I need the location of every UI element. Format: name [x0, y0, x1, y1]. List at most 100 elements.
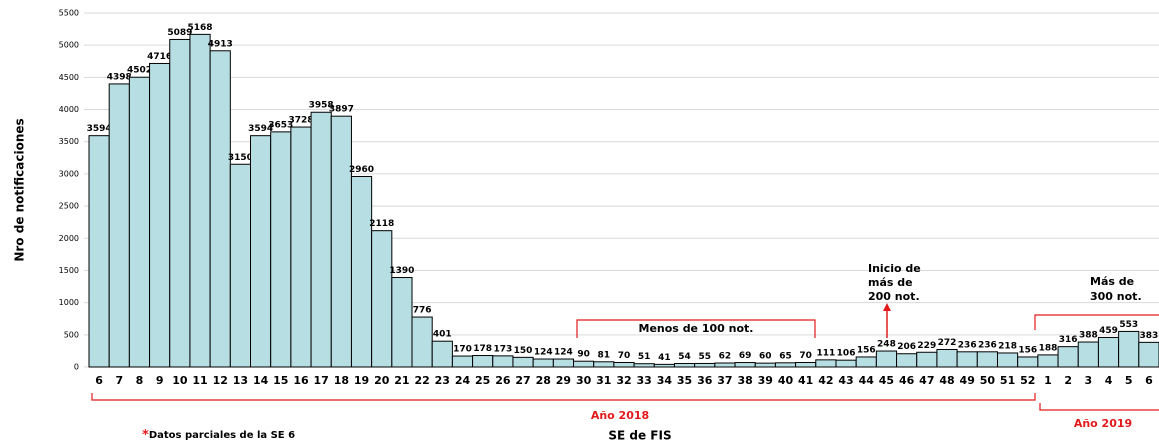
data-label: 401 [433, 330, 452, 340]
y-tick-label: 4500 [59, 73, 79, 82]
data-label: 229 [917, 341, 936, 351]
x-tick-label: 36 [697, 374, 713, 387]
x-tick-label: 4 [1105, 374, 1113, 387]
x-tick-label: 50 [980, 374, 996, 387]
x-tick-label: 12 [213, 374, 228, 387]
year-label: Año 2019 [1074, 417, 1132, 430]
bar [976, 351, 998, 368]
bar [673, 363, 696, 368]
data-label: 206 [897, 342, 916, 352]
bar [472, 355, 494, 368]
annotation: 200 not. [868, 290, 920, 303]
data-label: 70 [799, 351, 812, 361]
x-tick-label: 24 [455, 374, 471, 387]
bracket [1034, 314, 1159, 330]
footnote-marker: * [142, 428, 149, 443]
x-tick-label: 45 [879, 374, 894, 387]
bar [330, 115, 352, 368]
data-label: 459 [1099, 326, 1118, 336]
x-tick-label: 27 [515, 374, 530, 387]
footnote-text: Datos parciales de la SE 6 [149, 430, 295, 441]
bar [1097, 336, 1120, 368]
bar [835, 359, 857, 368]
x-tick-label: 22 [414, 374, 429, 387]
x-tick-label: 6 [1145, 374, 1153, 387]
data-label: 124 [534, 348, 553, 358]
data-label: 51 [638, 352, 651, 362]
data-label: 81 [598, 350, 611, 360]
bar [189, 33, 211, 368]
x-axis-label: SE de FIS [608, 429, 671, 443]
bar [552, 358, 575, 368]
x-tick-label: 1 [1044, 374, 1052, 387]
annotation: Más de [1090, 275, 1134, 288]
x-tick-label: 46 [899, 374, 915, 387]
x-tick-label: 38 [737, 374, 752, 387]
x-tick-label: 29 [556, 374, 571, 387]
data-label: 55 [698, 352, 711, 362]
bar [270, 131, 292, 368]
data-label: 178 [473, 344, 492, 354]
data-label: 3594 [248, 124, 273, 134]
x-tick-label: 15 [273, 374, 288, 387]
x-tick-label: 10 [172, 374, 188, 387]
data-label: 5089 [167, 28, 192, 38]
x-tick-label: 28 [536, 374, 551, 387]
x-tick-label: 37 [717, 374, 732, 387]
bar [492, 355, 514, 368]
arrow-head [883, 303, 891, 311]
bar [250, 135, 272, 368]
x-tick-label: 52 [1020, 374, 1035, 387]
x-tick-label: 16 [293, 374, 309, 387]
data-label: 4502 [127, 66, 152, 76]
y-tick-label: 5500 [59, 9, 79, 18]
bar [391, 277, 413, 368]
data-label: 3150 [228, 153, 253, 163]
annotation: Menos de 100 not. [639, 322, 754, 335]
bar [653, 363, 675, 368]
x-tick-label: 19 [354, 374, 369, 387]
bar [956, 351, 978, 368]
bracket [91, 393, 1036, 401]
data-label: 776 [413, 306, 432, 316]
data-label: 4913 [208, 39, 233, 49]
x-tick-label: 3 [1085, 374, 1093, 387]
y-tick-label: 1500 [59, 266, 79, 275]
x-tick-label: 43 [838, 374, 853, 387]
bar [108, 83, 130, 368]
x-tick-label: 31 [596, 374, 611, 387]
bar [916, 351, 938, 368]
bar [169, 38, 191, 368]
x-tick-label: 13 [233, 374, 248, 387]
data-label: 383 [1140, 331, 1159, 341]
bar [371, 230, 393, 368]
data-label: 5168 [188, 23, 213, 33]
bar [411, 316, 433, 368]
data-label: 3958 [309, 101, 334, 111]
data-label: 65 [779, 351, 792, 361]
bracket [576, 319, 816, 338]
data-label: 90 [577, 350, 590, 360]
bracket [1039, 403, 1159, 411]
data-label: 188 [1039, 343, 1058, 353]
bar [855, 356, 877, 368]
x-tick-label: 30 [576, 374, 592, 387]
y-tick-label: 500 [64, 330, 79, 339]
y-tick-label: 2000 [59, 234, 79, 243]
bar [936, 348, 958, 368]
x-tick-label: 5 [1125, 374, 1133, 387]
annotation: más de [868, 276, 913, 289]
data-label: 248 [877, 340, 896, 350]
x-tick-label: 51 [1000, 374, 1015, 387]
data-label: 4716 [147, 52, 172, 62]
bar [310, 111, 332, 368]
x-tick-label: 2 [1064, 374, 1072, 387]
x-tick-label: 9 [156, 374, 164, 387]
x-tick-label: 49 [960, 374, 975, 387]
bar [451, 355, 474, 368]
data-label: 3728 [288, 116, 313, 126]
bar [88, 135, 110, 368]
bar [229, 163, 252, 368]
bar [633, 363, 655, 368]
